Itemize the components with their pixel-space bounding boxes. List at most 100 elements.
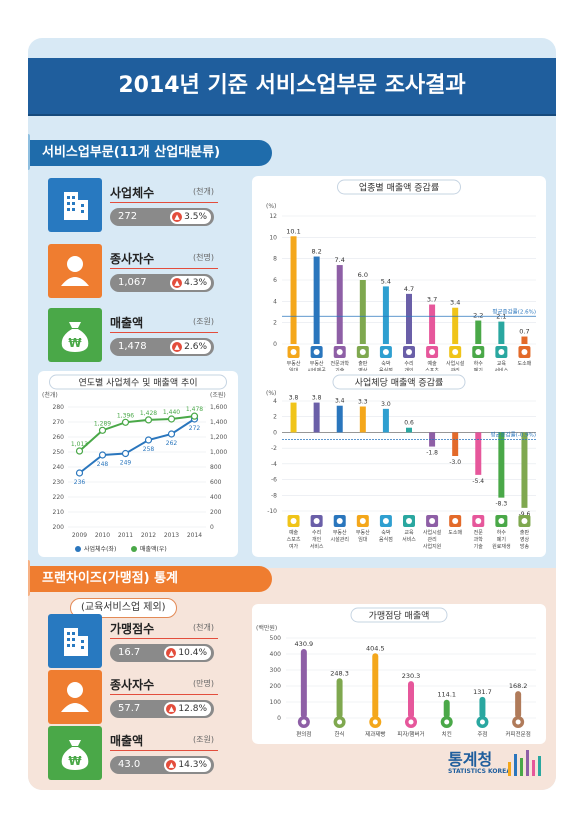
bar	[359, 406, 366, 433]
y-tick-label-left: 270	[53, 419, 65, 426]
section-label-text: 서비스업부문(11개 산업대분류)	[42, 145, 221, 160]
y-tick-label-right: 1,400	[210, 419, 227, 426]
y-tick-label-left: 260	[53, 434, 65, 441]
y-tick-label: 100	[270, 699, 282, 706]
data-label: -5.4	[472, 478, 484, 485]
data-label: 10.1	[286, 227, 300, 235]
chart-title: 업종별 매출액 증감률	[359, 182, 439, 194]
x-tick-label: 서비스	[310, 543, 324, 550]
stat-name: 사업체수	[110, 186, 155, 200]
y-axis-unit: (%)	[266, 203, 276, 210]
category-icon-glyph	[382, 518, 389, 524]
y-tick-label: 6	[273, 277, 277, 284]
x-tick-label: 2010	[95, 532, 110, 539]
legend-marker	[131, 546, 137, 552]
x-tick-label: 하수	[474, 360, 484, 367]
divider	[110, 332, 218, 333]
x-tick-label: 제과제빵	[365, 730, 385, 738]
bar	[498, 432, 505, 498]
stat-change: ▲ 10.4%	[164, 646, 211, 660]
y-tick-label: 4	[273, 398, 277, 405]
y-tick-label: 0	[273, 429, 277, 436]
x-tick-label: 수리	[404, 360, 413, 367]
x-tick-label: 커피전문점	[505, 730, 530, 738]
chart-title-pill	[49, 374, 227, 390]
y-tick-label: 200	[270, 683, 282, 690]
data-label: 168.2	[509, 682, 528, 690]
stat-change: ▲ 12.8%	[164, 702, 211, 716]
x-tick-label: 2014	[187, 532, 202, 539]
data-label: 1,478	[186, 406, 203, 413]
up-arrow-icon: ▲	[166, 647, 177, 658]
data-label: 2.2	[473, 312, 483, 320]
x-tick-label: 임대	[358, 536, 368, 543]
y-tick-label-right: 800	[210, 464, 222, 471]
x-tick-label: 예술	[289, 529, 299, 536]
y-tick-label: -6	[271, 477, 277, 484]
x-tick-label: 서비스	[402, 536, 416, 543]
x-tick-label: 사업시설	[446, 360, 465, 367]
x-tick-label: 도소매	[518, 360, 532, 367]
stat-unit: (천개)	[193, 623, 214, 632]
x-tick-label: 출판	[520, 529, 530, 536]
category-icon-glyph	[429, 349, 436, 355]
bar	[479, 696, 486, 718]
stat-value-pill: 16.7 ▲ 10.4%	[110, 644, 214, 662]
category-icon-glyph	[336, 349, 343, 355]
statistics-korea-logo: 통계청 STATISTICS KOREA	[448, 746, 548, 782]
stat-establishments: 사업체수 (천개) 272 ▲ 3.5%	[48, 178, 218, 232]
up-arrow-icon: ▲	[172, 341, 183, 352]
chart-title: 가맹점당 매출액	[369, 610, 430, 622]
building-icon	[48, 178, 102, 232]
data-label: 272	[189, 425, 201, 432]
x-tick-label: 부동산	[310, 360, 324, 367]
data-point	[144, 436, 153, 444]
y-tick-label: -10	[267, 508, 277, 515]
y-axis-unit-left: (천개)	[42, 391, 58, 399]
chart-title-pill	[332, 374, 466, 390]
x-tick-label: 숙박	[381, 529, 391, 536]
x-tick-label: 원료재생	[492, 543, 511, 550]
bar	[313, 402, 320, 433]
x-tick-label: 2013	[164, 532, 179, 539]
x-tick-label: 임대	[289, 367, 299, 374]
stat-unit: (조원)	[193, 735, 214, 744]
bar	[452, 307, 459, 344]
data-label: 0.7	[519, 328, 529, 336]
bar	[290, 236, 297, 344]
chart-panel-franchise-sales: 가맹점당 매출액 (백만원) 500 400 300 200 100 0 430.9 편의점 248…	[252, 604, 546, 744]
data-label: 1,440	[163, 409, 180, 416]
x-tick-label: 방송	[520, 543, 530, 550]
stat-unit: (천개)	[193, 187, 214, 196]
svg-text:₩: ₩	[68, 754, 82, 768]
x-tick-label: 과학	[474, 536, 484, 543]
x-tick-label: 치킨	[442, 730, 452, 738]
stat-unit: (천명)	[193, 253, 214, 262]
up-arrow-icon: ▲	[172, 211, 183, 222]
x-tick-label: 2011	[118, 532, 133, 539]
y-tick-label: 2	[273, 414, 277, 421]
y-tick-label: 0	[277, 715, 281, 722]
data-label: -3.0	[449, 459, 461, 466]
up-arrow-icon: ▲	[172, 277, 183, 288]
x-tick-label: 2009	[72, 532, 87, 539]
category-icon-glyph	[382, 349, 389, 355]
category-icon-glyph	[475, 518, 482, 524]
y-tick-label: 12	[269, 213, 277, 220]
stat-value-pill: 43.0 ▲ 14.3%	[110, 756, 214, 774]
data-label: 6.0	[358, 271, 368, 279]
stat-value-pill: 57.7 ▲ 12.8%	[110, 700, 214, 718]
x-tick-label: 개인	[312, 536, 322, 543]
x-tick-label: 출판	[358, 360, 368, 367]
x-tick-label: 영상	[358, 367, 368, 374]
category-icon-glyph	[479, 719, 485, 725]
person-icon	[48, 670, 102, 724]
stat-change-value: 10.4%	[178, 648, 207, 658]
data-point	[75, 469, 84, 477]
data-label: 249	[120, 460, 132, 467]
category-icon-glyph	[290, 518, 297, 524]
x-tick-label: 기술	[335, 367, 345, 374]
x-tick-label: 스포츠	[287, 537, 301, 543]
stat-change-value: 3.5%	[184, 212, 207, 222]
y-tick-label: -2	[271, 445, 277, 452]
